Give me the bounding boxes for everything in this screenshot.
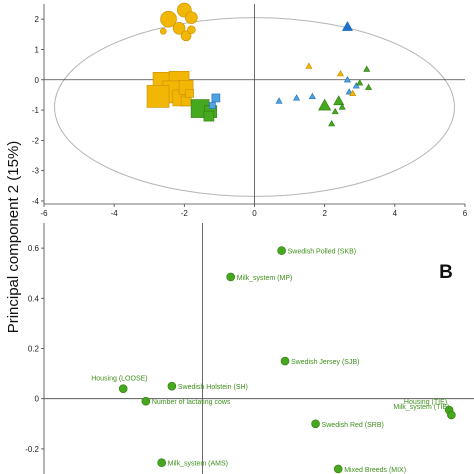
panel-a-y-tick-label: 0 bbox=[35, 76, 40, 85]
panel-b-letter: B bbox=[439, 262, 453, 283]
score-point-triangle bbox=[336, 70, 344, 77]
panel-a-x-tick-label: 0 bbox=[252, 209, 257, 218]
loading-point bbox=[141, 396, 151, 406]
panel-b-y-tick-label: 0.2 bbox=[28, 345, 40, 354]
panel-b-loadings: Swedish Polled (SKB) Milk_system (MP) Swed… bbox=[91, 246, 456, 474]
panel-b-plot: 0.6 0.4 0.2 0 -0.2 Swedish Polled (SKB) Milk_… bbox=[25, 223, 474, 474]
panel-a-x-tick-label: 4 bbox=[393, 209, 398, 218]
loading-point-label: Swedish Jersey (SJB) bbox=[291, 359, 359, 366]
panel-b-y-tick-label: -0.2 bbox=[25, 445, 39, 454]
score-point-triangle bbox=[345, 88, 353, 95]
loading-point bbox=[167, 381, 177, 391]
score-point-square bbox=[146, 85, 170, 108]
loading-point-label: Milk_system (AMS) bbox=[168, 461, 228, 468]
panel-a-x-tick-label: -2 bbox=[181, 209, 189, 218]
panel-b-y-tick-label: 0.6 bbox=[28, 244, 40, 253]
score-point-triangle bbox=[352, 82, 360, 89]
panel-b-ticks: 0.6 0.4 0.2 0 -0.2 bbox=[25, 244, 44, 454]
score-point-triangle bbox=[318, 98, 332, 111]
score-point-square bbox=[203, 110, 215, 122]
score-point-circle bbox=[187, 25, 196, 35]
loading-point-label: Milk_system (MP) bbox=[237, 275, 293, 282]
loading-point-label: Swedish Holstein (SH) bbox=[178, 384, 248, 391]
score-point-circle bbox=[185, 11, 198, 24]
loading-point-label: Housing (LOOSE) bbox=[91, 376, 147, 383]
panel-a-x-tick-label: 6 bbox=[463, 209, 468, 218]
score-point-triangle bbox=[331, 107, 339, 115]
score-point-triangle bbox=[356, 79, 364, 86]
panel-a-y-tick-label: -3 bbox=[32, 167, 40, 176]
loading-point-label: Housing (TIE) bbox=[404, 399, 447, 406]
loading-point-label: Swedish Polled (SKB) bbox=[288, 249, 356, 256]
panel-b-y-tick-label: 0.4 bbox=[28, 294, 40, 303]
loading-point bbox=[226, 272, 236, 282]
score-point-triangle bbox=[365, 83, 373, 90]
score-point-triangle bbox=[305, 62, 313, 69]
score-point-circle bbox=[172, 21, 186, 35]
panel-a-y-tick-label: -2 bbox=[32, 136, 40, 145]
score-point-square bbox=[209, 102, 216, 109]
score-point-triangle bbox=[343, 76, 351, 83]
loading-point bbox=[157, 458, 166, 468]
loading-point bbox=[280, 356, 290, 366]
y-axis-label: Principal component 2 (15%) bbox=[5, 141, 22, 334]
loading-point-label: Number of lactating cows bbox=[152, 399, 231, 406]
score-point-triangle bbox=[308, 92, 316, 100]
loading-point bbox=[277, 246, 286, 255]
score-point-triangle bbox=[338, 103, 346, 110]
panel-a-y-tick-label: -4 bbox=[32, 197, 40, 206]
panel-a-y-tick-label: 1 bbox=[35, 45, 40, 54]
score-point-triangle bbox=[275, 97, 283, 104]
panel-a-x-tick-label: -6 bbox=[40, 209, 48, 218]
score-point-triangle bbox=[349, 89, 357, 96]
loading-point-label: Milk_system (TIE) bbox=[393, 404, 449, 411]
score-point-circle bbox=[159, 27, 167, 35]
panel-a-y-tick-label: 2 bbox=[35, 15, 40, 24]
loading-point bbox=[333, 464, 343, 474]
loading-point bbox=[118, 384, 128, 393]
score-point-circle bbox=[160, 10, 177, 28]
loading-point bbox=[311, 419, 320, 429]
score-point-triangle bbox=[293, 94, 301, 101]
panel-a-x-tick-label: -4 bbox=[111, 209, 119, 218]
panel-b-y-tick-label: 0 bbox=[35, 395, 40, 404]
panel-a-x-tick-label: 2 bbox=[322, 209, 327, 218]
score-point-triangle bbox=[341, 21, 353, 31]
loading-point-label: Mixed Breeds (MIX) bbox=[344, 467, 406, 474]
score-point-triangle bbox=[333, 95, 345, 106]
panel-a-scores bbox=[146, 2, 373, 127]
score-point-triangle bbox=[328, 120, 336, 127]
score-point-square bbox=[185, 89, 194, 98]
score-point-circle bbox=[180, 30, 192, 42]
loading-point bbox=[447, 410, 456, 420]
score-point-square bbox=[211, 93, 221, 103]
loading-point-label: Swedish Red (SRB) bbox=[322, 422, 384, 429]
score-point-triangle bbox=[363, 65, 371, 72]
panel-a-y-tick-label: -1 bbox=[32, 106, 40, 115]
